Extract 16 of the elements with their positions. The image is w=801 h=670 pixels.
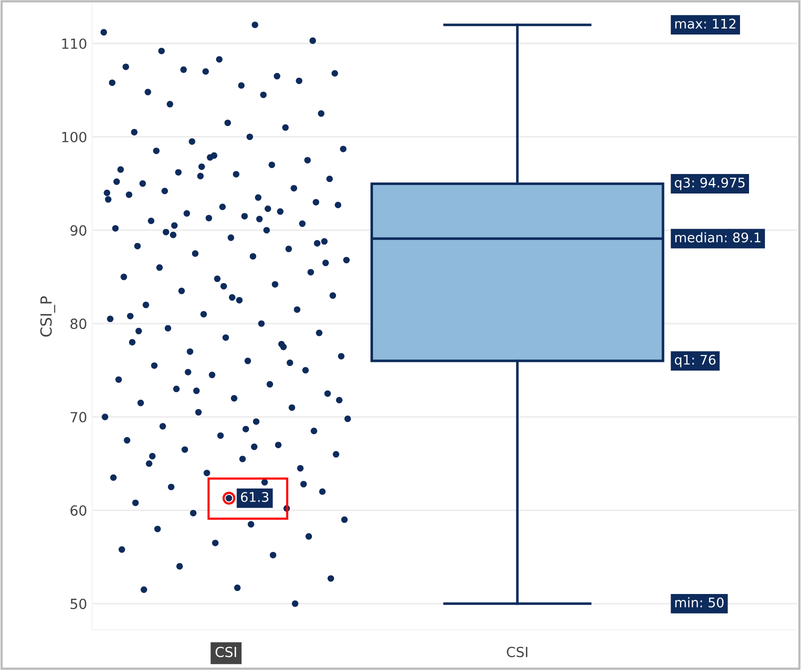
annotation: q1: 76 [674, 354, 716, 368]
annotation: q3: 94.975 [674, 178, 745, 190]
y-tick-label: 50 [70, 598, 86, 610]
y-tick-label: 90 [70, 225, 86, 236]
y-tick-label: 60 [70, 505, 86, 516]
y-tick-label: 100 [62, 132, 86, 142]
x-tick-label: CSI [216, 646, 236, 658]
x-tick-label: CSI [506, 646, 528, 658]
annotation: min: 50 [675, 597, 724, 608]
annotation: median: 89.1 [675, 232, 760, 242]
y-axis-title: CSI_P [40, 296, 56, 337]
y-tick-label: 110 [62, 38, 86, 49]
y-tick-label: 80 [70, 318, 86, 330]
annotation: 61.3 [240, 492, 268, 502]
y-tick-label: 70 [70, 412, 86, 422]
annotation: max: 112 [675, 18, 736, 29]
